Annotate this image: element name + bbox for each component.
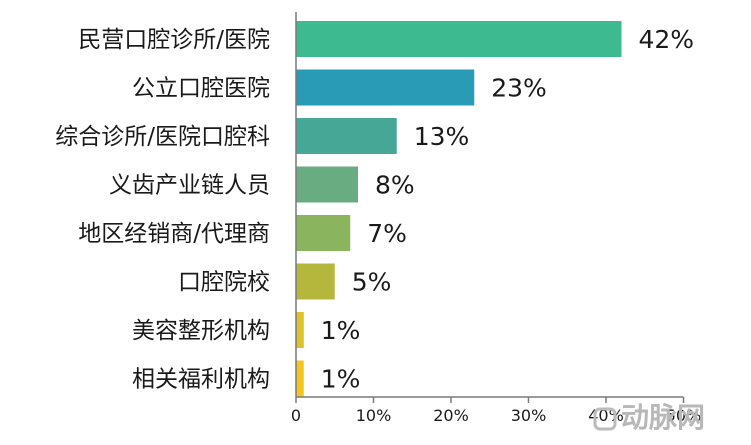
value-label: 7% xyxy=(367,219,407,248)
category-label: 公立口腔医院 xyxy=(132,76,270,102)
category-label: 口腔院校 xyxy=(178,270,270,296)
x-tick-label: 30% xyxy=(511,406,547,425)
value-label: 23% xyxy=(491,74,547,103)
bar xyxy=(296,360,304,397)
x-tick-label: 20% xyxy=(433,406,469,425)
watermark: 动脉网 xyxy=(593,401,705,434)
category-label: 义齿产业链人员 xyxy=(109,173,270,199)
value-label: 1% xyxy=(321,316,361,345)
category-label: 相关福利机构 xyxy=(132,367,270,393)
bar xyxy=(296,69,475,106)
value-labels: 42% 23% 13% 8% 7% 5% 1% 1% xyxy=(321,25,694,394)
category-label: 民营口腔诊所/医院 xyxy=(78,27,270,53)
category-label: 地区经销商/代理商 xyxy=(78,221,270,247)
category-label: 美容整形机构 xyxy=(132,318,270,344)
bars-group xyxy=(296,21,622,397)
x-tick-label: 0 xyxy=(291,406,301,425)
bar xyxy=(296,312,304,348)
watermark-logo-icon xyxy=(593,407,617,431)
value-label: 13% xyxy=(414,122,470,151)
x-tick-label: 50% xyxy=(666,406,702,425)
value-label: 1% xyxy=(321,365,361,394)
bar xyxy=(296,166,358,203)
value-label: 42% xyxy=(639,25,695,54)
watermark-text: 动脉网 xyxy=(621,401,705,434)
category-label: 综合诊所/医院口腔科 xyxy=(55,124,270,150)
bar xyxy=(296,118,397,154)
value-label: 8% xyxy=(375,171,415,200)
bar xyxy=(296,21,622,57)
bar xyxy=(296,263,335,300)
bar xyxy=(296,215,351,251)
x-tick-label: 10% xyxy=(356,406,392,425)
category-labels: 民营口腔诊所/医院公立口腔医院综合诊所/医院口腔科义齿产业链人员地区经销商/代理… xyxy=(55,27,270,393)
value-label: 5% xyxy=(352,268,392,297)
